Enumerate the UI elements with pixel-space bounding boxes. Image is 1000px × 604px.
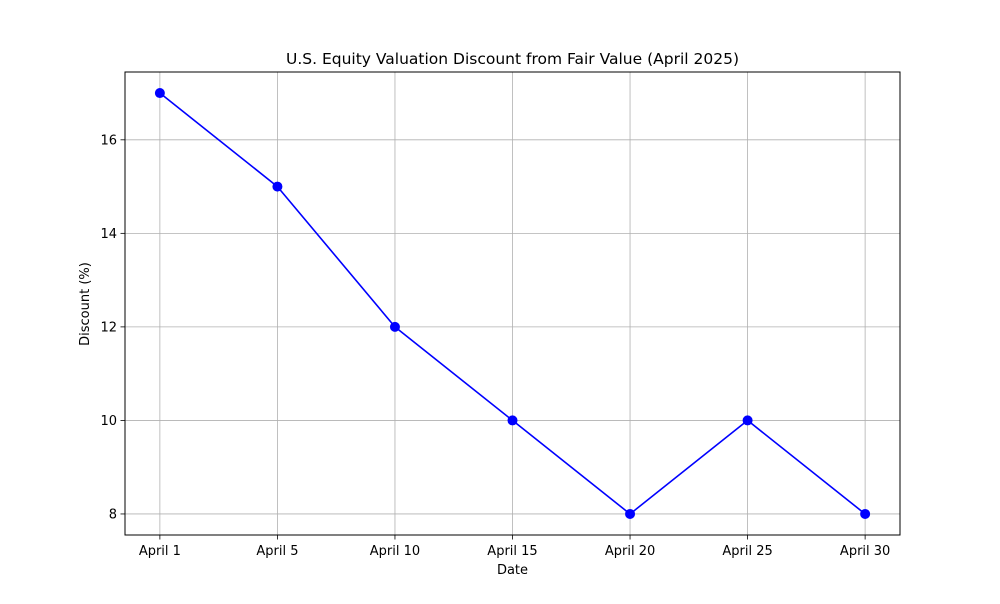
x-tick-label: April 5 <box>256 544 298 559</box>
x-tick-label: April 20 <box>605 544 655 559</box>
x-tick-label: April 15 <box>487 544 537 559</box>
chart-title: U.S. Equity Valuation Discount from Fair… <box>286 50 739 68</box>
y-axis-label: Discount (%) <box>78 262 93 346</box>
x-tick-label: April 10 <box>370 544 420 559</box>
data-point-marker <box>389 321 400 332</box>
axes: April 1 April 5 April 10 April 15 April 20 Ap… <box>100 71 901 559</box>
x-tick-label: April 1 <box>139 544 181 559</box>
y-tick-label: 10 <box>100 414 117 429</box>
y-tick-label: 16 <box>100 133 117 148</box>
data-point-marker <box>272 181 283 192</box>
data-point-marker <box>625 508 636 519</box>
data-point-marker <box>507 415 518 426</box>
data-point-marker <box>742 415 753 426</box>
x-tick-label: April 25 <box>722 544 772 559</box>
y-tick-label: 12 <box>100 320 117 335</box>
data-point-marker <box>860 508 871 519</box>
y-tick-label: 14 <box>100 227 117 242</box>
y-tick-label: 8 <box>109 507 117 522</box>
x-axis-label: Date <box>497 563 528 578</box>
data-point-marker <box>154 88 165 99</box>
series-layer <box>154 88 871 519</box>
x-tick-label: April 30 <box>840 544 890 559</box>
